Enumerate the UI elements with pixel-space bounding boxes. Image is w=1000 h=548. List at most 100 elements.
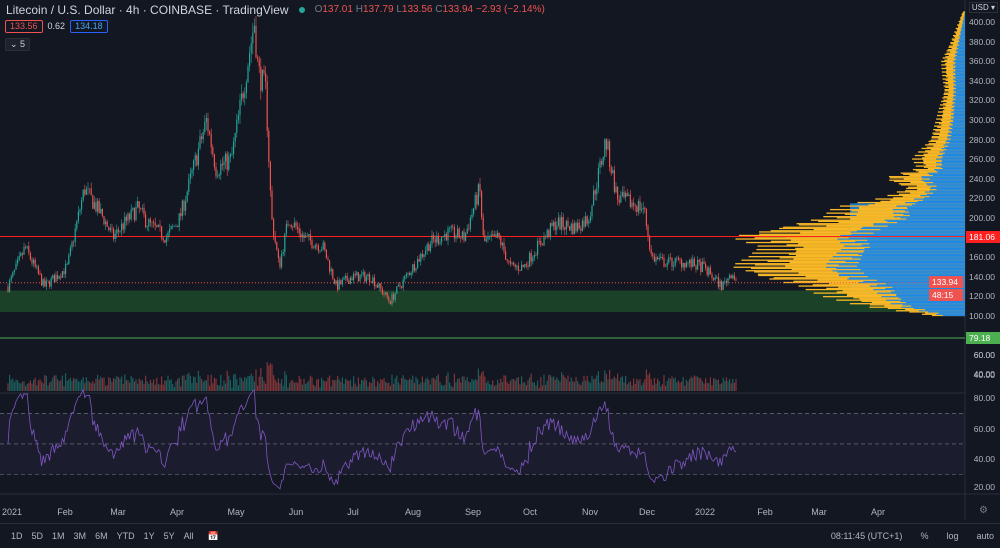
- volume-profile-up-bar: [953, 92, 965, 94]
- volume-profile-up-bar: [950, 114, 965, 117]
- volume-profile-up-bar: [873, 288, 965, 291]
- volume-profile-up-bar: [893, 212, 965, 214]
- candle: [77, 211, 79, 221]
- candle: [181, 200, 183, 217]
- volume-bar: [541, 385, 543, 391]
- range-5y[interactable]: 5Y: [163, 531, 175, 541]
- candle: [695, 266, 697, 270]
- volume-bar: [717, 379, 719, 391]
- range-6m[interactable]: 6M: [95, 531, 108, 541]
- candle: [111, 228, 113, 229]
- percent-toggle[interactable]: %: [920, 531, 929, 541]
- volume-profile-up-bar: [955, 50, 965, 52]
- volume-profile-up-bar: [877, 284, 965, 286]
- range-1m[interactable]: 1M: [52, 531, 65, 541]
- volume-bar: [298, 376, 300, 391]
- candle: [148, 219, 150, 227]
- candle: [106, 221, 108, 227]
- candle: [9, 280, 11, 292]
- volume-bar: [732, 378, 734, 391]
- candle: [447, 228, 449, 241]
- candle: [117, 229, 119, 232]
- volume-bar: [194, 377, 196, 391]
- candle: [205, 118, 207, 122]
- volume-profile-up-bar: [955, 73, 965, 76]
- volume-profile-up-bar: [914, 198, 965, 200]
- volume-bar: [332, 379, 334, 391]
- volume-profile-up-bar: [955, 94, 965, 97]
- settings-icon[interactable]: ⚙: [979, 505, 988, 516]
- candle: [247, 66, 249, 83]
- volume-bar: [63, 386, 65, 391]
- volume-bar: [132, 378, 134, 391]
- volume-bar: [191, 382, 193, 391]
- candle: [122, 223, 124, 230]
- volume-bar: [714, 378, 716, 391]
- candle: [322, 242, 324, 250]
- volume-profile-up-bar: [943, 156, 965, 158]
- volume-profile-up-bar: [864, 250, 965, 252]
- volume-bar: [36, 385, 38, 391]
- range-all[interactable]: All: [183, 531, 194, 541]
- volume-profile-up-bar: [962, 25, 965, 27]
- candle: [663, 257, 665, 267]
- indicators-count: 5: [20, 39, 26, 49]
- candle: [354, 273, 356, 275]
- candle: [180, 213, 182, 217]
- volume-bar: [463, 376, 465, 391]
- symbol-title[interactable]: Litecoin / U.S. Dollar · 4h · COINBASE ·…: [6, 3, 289, 17]
- candle: [444, 233, 446, 237]
- volume-profile-up-bar: [942, 314, 965, 317]
- volume-profile-up-bar: [950, 138, 965, 140]
- currency-select[interactable]: USD ▾: [968, 2, 998, 13]
- range-3m[interactable]: 3M: [73, 531, 87, 541]
- indicators-toggle[interactable]: ⌄ 5: [5, 38, 31, 51]
- goto-date-icon[interactable]: 📅: [207, 530, 219, 541]
- auto-toggle[interactable]: auto: [976, 531, 994, 541]
- volume-bar: [266, 361, 268, 391]
- candle: [13, 269, 15, 273]
- volume-bar: [156, 377, 158, 391]
- volume-bar: [45, 375, 47, 391]
- log-toggle[interactable]: log: [946, 531, 959, 541]
- range-1y[interactable]: 1Y: [143, 531, 155, 541]
- candle: [255, 25, 257, 58]
- candle: [39, 273, 41, 275]
- buy-button[interactable]: 134.18: [70, 20, 108, 33]
- candle: [578, 222, 580, 229]
- range-ytd[interactable]: YTD: [116, 531, 135, 541]
- volume-profile-up-bar: [963, 17, 965, 19]
- volume-bar: [700, 378, 702, 391]
- candle: [618, 199, 620, 203]
- volume-bar: [388, 382, 390, 391]
- candle: [220, 163, 222, 175]
- volume-bar: [228, 375, 230, 391]
- volume-bar: [733, 382, 735, 391]
- volume-profile-up-bar: [881, 295, 965, 298]
- volume-bar: [330, 386, 332, 391]
- volume-bar: [311, 377, 313, 391]
- candle: [364, 271, 366, 282]
- volume-profile-up-bar: [840, 241, 965, 244]
- candle: [429, 244, 431, 252]
- candle: [252, 32, 254, 44]
- volume-bar: [324, 381, 326, 391]
- candle: [458, 228, 460, 239]
- candle: [634, 205, 636, 207]
- sell-button[interactable]: 133.56: [5, 20, 43, 33]
- volume-bar: [556, 377, 558, 391]
- candle: [580, 228, 582, 231]
- candle: [300, 233, 302, 238]
- candle: [169, 229, 171, 233]
- range-5d[interactable]: 5D: [31, 531, 44, 541]
- volume-tick: 60.00: [973, 350, 995, 360]
- time-tick: Apr: [870, 507, 886, 517]
- candle: [10, 276, 12, 281]
- volume-bar: [119, 378, 121, 391]
- range-1d[interactable]: 1D: [11, 531, 23, 541]
- volume-profile-up-bar: [840, 248, 965, 251]
- candle: [58, 276, 60, 279]
- candle: [666, 262, 668, 267]
- candle: [407, 273, 409, 274]
